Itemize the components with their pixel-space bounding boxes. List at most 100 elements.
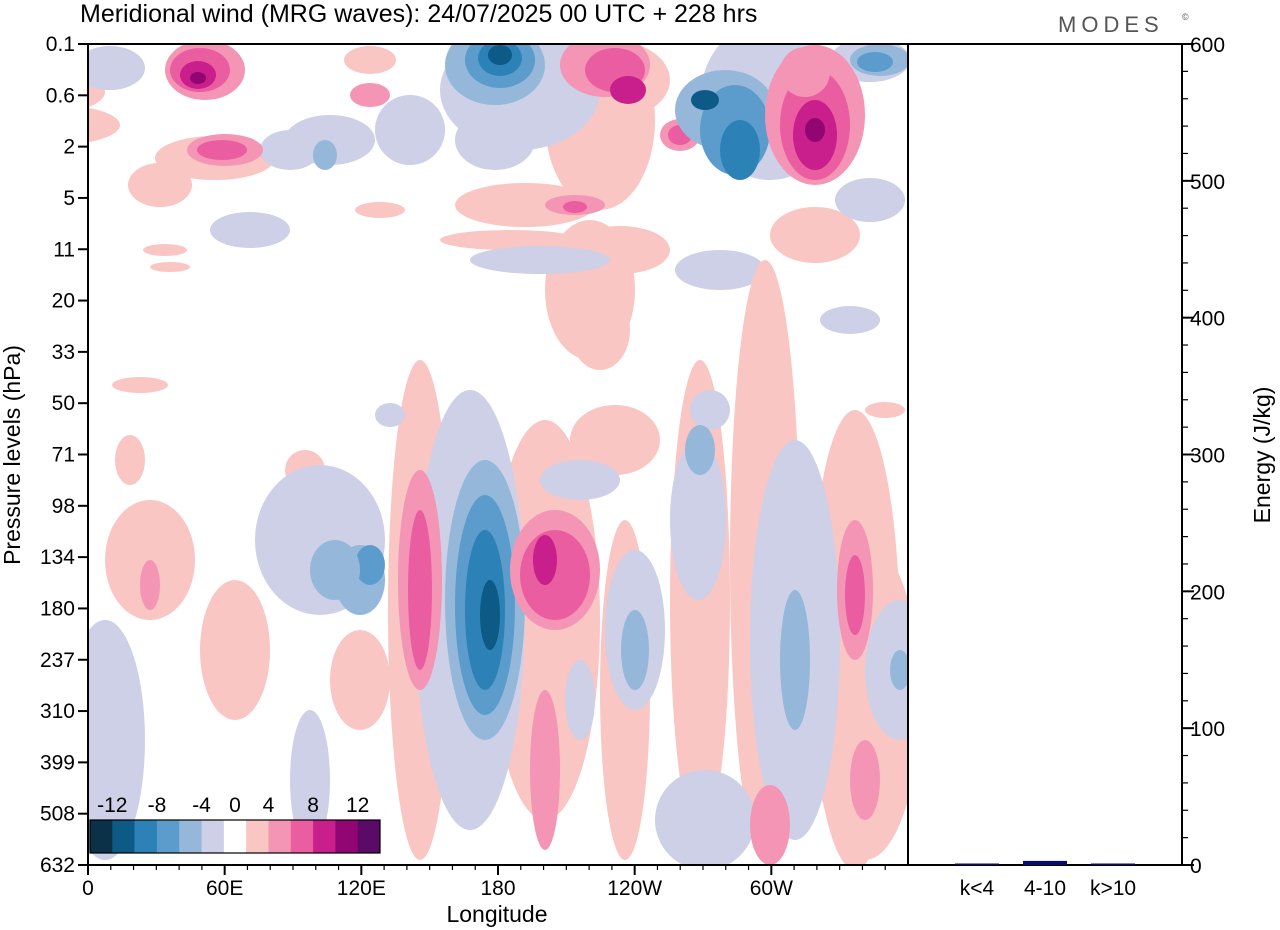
contour-shape <box>865 402 905 418</box>
contour-shape <box>115 435 145 485</box>
colorbar-swatch <box>156 820 180 853</box>
y-tick-label: 20 <box>52 290 75 313</box>
contour-shape <box>355 202 405 218</box>
y-tick-label: 50 <box>52 392 75 415</box>
contour-shape <box>290 710 330 850</box>
contour-shape <box>563 201 587 213</box>
contour-shape <box>344 46 396 74</box>
energy-tick-label: 200 <box>1190 581 1225 604</box>
y-tick-label: 180 <box>40 597 75 620</box>
contour-shape <box>355 545 385 585</box>
energy-bar <box>1091 863 1135 865</box>
contour-shape <box>540 460 620 500</box>
contour-shape <box>570 290 630 370</box>
colorbar-swatch <box>290 820 314 853</box>
contour-shape <box>685 425 715 475</box>
x-tick-label: 60W <box>750 877 793 900</box>
contour-shape <box>197 140 247 160</box>
y-tick-label: 5 <box>63 187 75 210</box>
colorbar-frame <box>89 819 381 854</box>
colorbar-label: 8 <box>307 794 319 817</box>
colorbar-label: 4 <box>263 794 275 817</box>
energy-tick-label: 300 <box>1190 445 1225 468</box>
contour-shape <box>530 690 560 850</box>
modes-logo: MODES <box>1058 12 1164 37</box>
contour-shape <box>655 770 755 865</box>
colorbar-swatch <box>90 820 113 853</box>
contour-shape <box>210 212 290 248</box>
energy-tick-label: 100 <box>1190 718 1225 741</box>
contour-shape <box>690 390 730 430</box>
contour-shape <box>350 83 390 107</box>
contour-shape <box>675 250 765 290</box>
y-tick-label: 399 <box>40 751 75 774</box>
energy-tick-label: 600 <box>1190 34 1225 57</box>
colorbar-swatch <box>112 820 135 853</box>
energy-axis-label: Energy (J/kg) <box>1249 387 1275 524</box>
contour-shape <box>310 540 360 600</box>
contour-shape <box>610 76 646 104</box>
x-tick-label: 120W <box>607 877 662 900</box>
energy-tick-label: 0 <box>1190 855 1202 878</box>
y-tick-label: 2 <box>63 136 75 159</box>
chart-title: Meridional wind (MRG waves): 24/07/2025 … <box>80 0 757 28</box>
contour-shape <box>140 560 160 610</box>
x-axis-label: Longitude <box>446 901 547 927</box>
energy-frame <box>907 43 1183 866</box>
colorbar-swatch <box>246 820 269 853</box>
contour-shape <box>845 555 865 635</box>
contour-shape <box>750 785 790 865</box>
contour-shape <box>440 230 580 250</box>
contour-shape <box>820 306 880 334</box>
contour-shape <box>835 178 905 222</box>
energy-bar <box>1023 860 1067 865</box>
contour-field <box>88 44 908 865</box>
contour-shape <box>865 600 908 740</box>
x-tick-label: 0 <box>82 877 94 900</box>
logo-mark: © <box>1182 12 1189 22</box>
y-tick-label: 33 <box>52 341 75 364</box>
y-tick-label: 134 <box>40 546 75 569</box>
contour-shape <box>890 650 908 690</box>
contour-shape <box>313 140 337 170</box>
contour-shape <box>88 620 145 860</box>
contour-shape <box>570 405 660 475</box>
colorbar-label: 0 <box>229 794 241 817</box>
contour-shape <box>455 110 535 170</box>
x-tick-label: 60E <box>206 877 243 900</box>
contour-shape <box>330 630 390 730</box>
contour-shape <box>190 72 206 84</box>
contour-shape <box>88 107 120 143</box>
y-axis-label: Pressure levels (hPa) <box>0 345 25 565</box>
y-tick-label: 632 <box>40 854 75 877</box>
y-tick-label: 310 <box>40 700 75 723</box>
colorbar-label: 12 <box>346 794 369 817</box>
contour-shape <box>200 580 270 720</box>
contour-shape <box>260 130 320 170</box>
contour-shape <box>112 377 168 393</box>
contour-shape <box>488 45 512 65</box>
colorbar-swatch <box>223 820 247 853</box>
x-axis-ticks: 0 60E 120E 180 120W 60W <box>82 865 886 900</box>
energy-bar <box>955 863 999 865</box>
contour-shape <box>375 95 445 165</box>
colorbar-label: -12 <box>97 794 127 817</box>
y-tick-label: 71 <box>52 444 75 467</box>
contour-shape <box>88 46 145 90</box>
colorbar-swatch <box>201 820 225 853</box>
y-tick-label: 0.6 <box>46 84 75 107</box>
contour-shape <box>780 47 830 97</box>
colorbar-swatch <box>134 820 158 853</box>
contour-shape <box>143 244 187 256</box>
contour-shape <box>770 207 860 263</box>
contour-shape <box>408 510 432 670</box>
contour-shape <box>520 530 590 620</box>
colorbar-swatch <box>179 820 202 853</box>
energy-panel: 0 100 200 300 400 500 600 k<4 4-10 k>10 <box>955 34 1225 900</box>
colorbar-swatch <box>313 820 336 853</box>
x-tick-label: 120E <box>337 877 386 900</box>
energy-category-label: 4-10 <box>1024 877 1066 900</box>
contour-shape <box>621 610 649 690</box>
energy-category-label: k>10 <box>1090 877 1136 900</box>
colorbar-swatch <box>357 820 381 853</box>
